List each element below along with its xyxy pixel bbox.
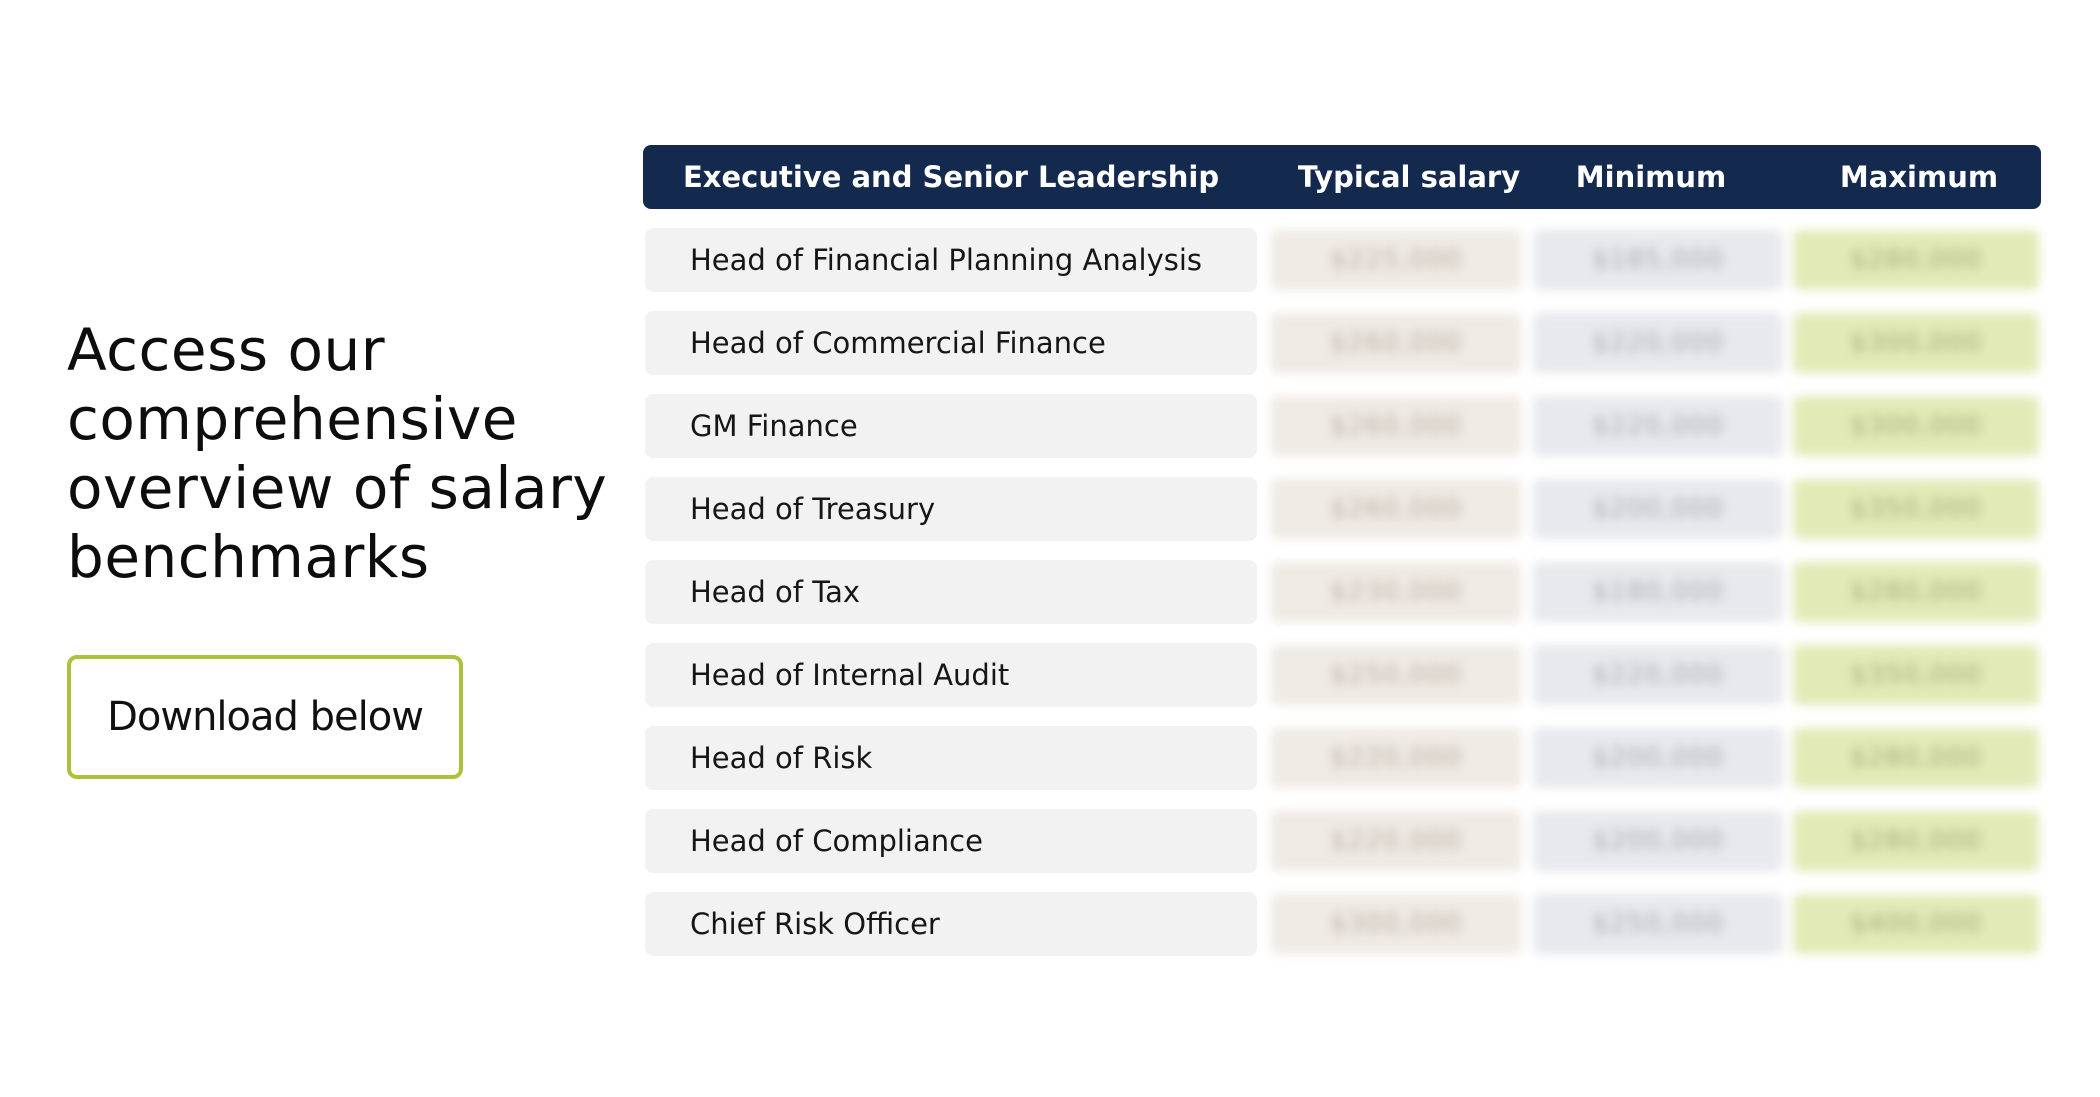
minimum-salary-value: $220,000: [1533, 313, 1783, 373]
minimum-salary-value: $220,000: [1533, 396, 1783, 456]
typical-salary-value: $260,000: [1271, 313, 1521, 373]
headline: Access our comprehensive overview of sal…: [67, 316, 608, 591]
minimum-salary-value: $185,000: [1533, 230, 1783, 290]
role-label: Head of Commercial Finance: [690, 326, 1106, 360]
maximum-salary-value: $280,000: [1793, 811, 2039, 871]
role-label: Head of Internal Audit: [690, 658, 1010, 692]
role-cell: Head of Compliance: [645, 809, 1257, 873]
table-header: Executive and Senior Leadership Typical …: [643, 145, 2041, 209]
table-row: Head of Financial Planning Analysis $225,…: [643, 228, 2041, 292]
role-cell: Chief Risk Officer: [645, 892, 1257, 956]
header-minimum: Minimum: [1575, 160, 1727, 194]
typical-salary-value: $225,000: [1271, 230, 1521, 290]
typical-salary-value: $250,000: [1271, 645, 1521, 705]
maximum-salary-value: $300,000: [1793, 396, 2039, 456]
maximum-salary-value: $300,000: [1793, 313, 2039, 373]
maximum-salary-value: $280,000: [1793, 230, 2039, 290]
role-cell: Head of Treasury: [645, 477, 1257, 541]
role-label: Chief Risk Officer: [690, 907, 940, 941]
typical-salary-value: $260,000: [1271, 479, 1521, 539]
minimum-salary-value: $180,000: [1533, 562, 1783, 622]
role-cell: Head of Financial Planning Analysis: [645, 228, 1257, 292]
minimum-salary-value: $250,000: [1533, 894, 1783, 954]
header-maximum: Maximum: [1839, 160, 1999, 194]
maximum-salary-value: $350,000: [1793, 479, 2039, 539]
role-label: Head of Treasury: [690, 492, 936, 526]
role-label: Head of Tax: [690, 575, 861, 609]
header-role: Executive and Senior Leadership: [683, 160, 1220, 194]
typical-salary-value: $220,000: [1271, 811, 1521, 871]
role-cell: Head of Tax: [645, 560, 1257, 624]
role-cell: Head of Commercial Finance: [645, 311, 1257, 375]
table-row: Head of Internal Audit $250,000 $220,000 $3…: [643, 643, 2041, 707]
role-cell: Head of Internal Audit: [645, 643, 1257, 707]
minimum-salary-value: $200,000: [1533, 728, 1783, 788]
minimum-salary-value: $200,000: [1533, 479, 1783, 539]
table-body: Head of Financial Planning Analysis $225,…: [643, 228, 2041, 956]
table-row: Head of Tax $230,000 $180,000 $280,000: [643, 560, 2041, 624]
maximum-salary-value: $350,000: [1793, 645, 2039, 705]
typical-salary-value: $220,000: [1271, 728, 1521, 788]
typical-salary-value: $260,000: [1271, 396, 1521, 456]
table-row: Head of Treasury $260,000 $200,000 $350,000: [643, 477, 2041, 541]
minimum-salary-value: $200,000: [1533, 811, 1783, 871]
maximum-salary-value: $280,000: [1793, 562, 2039, 622]
table-row: GM Finance $260,000 $220,000 $300,000: [643, 394, 2041, 458]
table-row: Head of Risk $220,000 $200,000 $280,000: [643, 726, 2041, 790]
role-label: GM Finance: [690, 409, 858, 443]
role-cell: Head of Risk: [645, 726, 1257, 790]
maximum-salary-value: $280,000: [1793, 728, 2039, 788]
role-label: Head of Compliance: [690, 824, 983, 858]
salary-table: Executive and Senior Leadership Typical …: [643, 145, 2041, 956]
table-row: Head of Compliance $220,000 $200,000 $280,0…: [643, 809, 2041, 873]
role-label: Head of Financial Planning Analysis: [690, 243, 1203, 277]
table-row: Chief Risk Officer $300,000 $250,000 $400,0…: [643, 892, 2041, 956]
maximum-salary-value: $400,000: [1793, 894, 2039, 954]
typical-salary-value: $300,000: [1271, 894, 1521, 954]
table-row: Head of Commercial Finance $260,000 $220,0…: [643, 311, 2041, 375]
header-typical-salary: Typical salary: [1297, 160, 1521, 194]
role-label: Head of Risk: [690, 741, 873, 775]
typical-salary-value: $230,000: [1271, 562, 1521, 622]
minimum-salary-value: $220,000: [1533, 645, 1783, 705]
download-button[interactable]: Download below: [67, 655, 463, 779]
role-cell: GM Finance: [645, 394, 1257, 458]
